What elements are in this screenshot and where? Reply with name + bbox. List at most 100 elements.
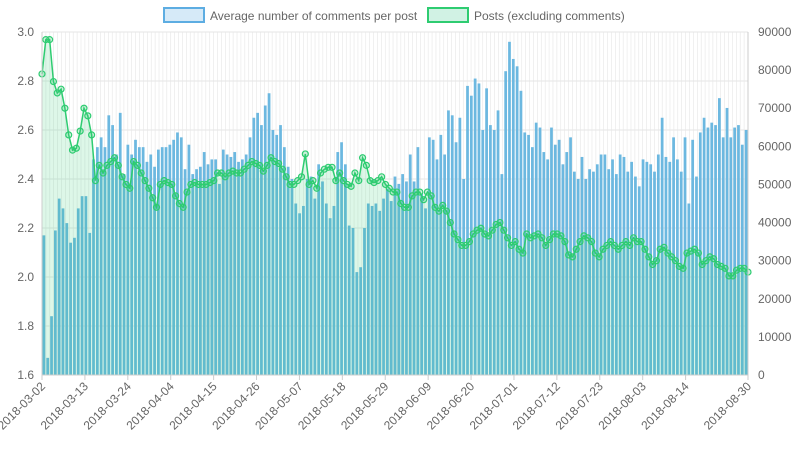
- line-point[interactable]: [88, 131, 96, 139]
- bar[interactable]: [134, 139, 137, 375]
- bar[interactable]: [248, 137, 252, 375]
- bar[interactable]: [595, 164, 599, 375]
- bar[interactable]: [500, 174, 504, 375]
- line-point[interactable]: [530, 232, 538, 240]
- line-point[interactable]: [587, 238, 596, 246]
- line-point[interactable]: [68, 146, 77, 154]
- bar[interactable]: [42, 235, 46, 375]
- bar[interactable]: [347, 225, 351, 375]
- line-point[interactable]: [538, 234, 546, 242]
- line-point[interactable]: [278, 165, 287, 173]
- bar[interactable]: [706, 127, 710, 375]
- bar[interactable]: [645, 161, 649, 375]
- bar[interactable]: [187, 144, 191, 375]
- line-point[interactable]: [145, 184, 153, 192]
- line-point[interactable]: [271, 157, 279, 166]
- line-point[interactable]: [713, 260, 722, 269]
- bar[interactable]: [168, 144, 172, 375]
- bar[interactable]: [382, 198, 385, 375]
- bar[interactable]: [313, 198, 317, 375]
- line-point[interactable]: [503, 234, 512, 242]
- bar[interactable]: [546, 159, 550, 375]
- bar[interactable]: [99, 137, 103, 375]
- line-point[interactable]: [332, 177, 340, 185]
- line-point[interactable]: [519, 249, 527, 257]
- bar[interactable]: [538, 127, 542, 375]
- bar[interactable]: [492, 130, 496, 375]
- bar[interactable]: [672, 137, 675, 375]
- bar[interactable]: [649, 164, 653, 375]
- line-point[interactable]: [671, 257, 680, 265]
- bar[interactable]: [622, 156, 626, 375]
- bar[interactable]: [202, 152, 206, 375]
- bar[interactable]: [439, 134, 443, 375]
- line-point[interactable]: [595, 253, 603, 261]
- bar[interactable]: [95, 147, 99, 375]
- bar[interactable]: [733, 127, 737, 375]
- line-point[interactable]: [656, 245, 664, 253]
- line-point[interactable]: [511, 238, 519, 246]
- bar[interactable]: [324, 203, 328, 376]
- bar[interactable]: [424, 208, 427, 375]
- line-point[interactable]: [252, 159, 260, 168]
- bar[interactable]: [466, 85, 469, 376]
- line-point[interactable]: [526, 234, 535, 242]
- bar[interactable]: [737, 125, 740, 375]
- line-point[interactable]: [229, 167, 237, 175]
- bar[interactable]: [179, 137, 183, 375]
- line-point[interactable]: [225, 169, 233, 177]
- bar[interactable]: [626, 171, 630, 375]
- line-point[interactable]: [347, 182, 355, 190]
- line-point[interactable]: [492, 220, 500, 229]
- bar[interactable]: [519, 90, 523, 376]
- bar[interactable]: [683, 137, 687, 375]
- legend-item-comments[interactable]: Average number of comments per post: [163, 7, 418, 23]
- line-point[interactable]: [473, 226, 481, 234]
- bar[interactable]: [298, 213, 301, 375]
- bar[interactable]: [237, 161, 240, 375]
- bar[interactable]: [695, 176, 698, 375]
- bar[interactable]: [561, 164, 565, 375]
- line-point[interactable]: [732, 266, 741, 274]
- bar[interactable]: [664, 156, 668, 375]
- bar[interactable]: [153, 166, 156, 375]
- bar[interactable]: [160, 147, 164, 375]
- bar[interactable]: [462, 179, 466, 375]
- line-point[interactable]: [168, 180, 176, 189]
- line-point[interactable]: [427, 192, 435, 200]
- bar[interactable]: [183, 169, 187, 375]
- line-point[interactable]: [393, 188, 401, 196]
- line-point[interactable]: [313, 184, 321, 192]
- bar[interactable]: [565, 152, 569, 375]
- bar[interactable]: [221, 149, 225, 375]
- bar[interactable]: [412, 181, 416, 375]
- bar[interactable]: [744, 130, 748, 375]
- bar[interactable]: [721, 137, 725, 375]
- bar[interactable]: [233, 152, 237, 375]
- line-point[interactable]: [57, 85, 65, 93]
- line-point[interactable]: [210, 177, 218, 185]
- bar[interactable]: [725, 107, 729, 375]
- line-point[interactable]: [183, 188, 191, 196]
- bar[interactable]: [481, 130, 485, 375]
- bar[interactable]: [118, 112, 122, 375]
- bar[interactable]: [294, 203, 298, 376]
- line-point[interactable]: [710, 255, 718, 263]
- bar[interactable]: [206, 164, 210, 375]
- bar[interactable]: [427, 137, 431, 375]
- line-point[interactable]: [454, 236, 462, 244]
- line-point[interactable]: [679, 264, 687, 272]
- line-point[interactable]: [557, 232, 565, 240]
- line-point[interactable]: [126, 184, 134, 192]
- bar[interactable]: [164, 147, 168, 375]
- bar[interactable]: [282, 147, 286, 375]
- bar[interactable]: [76, 208, 80, 375]
- bar[interactable]: [115, 154, 118, 376]
- bar[interactable]: [46, 357, 50, 375]
- line-point[interactable]: [328, 163, 336, 171]
- bar[interactable]: [718, 98, 721, 376]
- bar[interactable]: [416, 147, 420, 375]
- bar[interactable]: [309, 176, 313, 375]
- bar[interactable]: [210, 159, 214, 375]
- line-point[interactable]: [76, 127, 84, 135]
